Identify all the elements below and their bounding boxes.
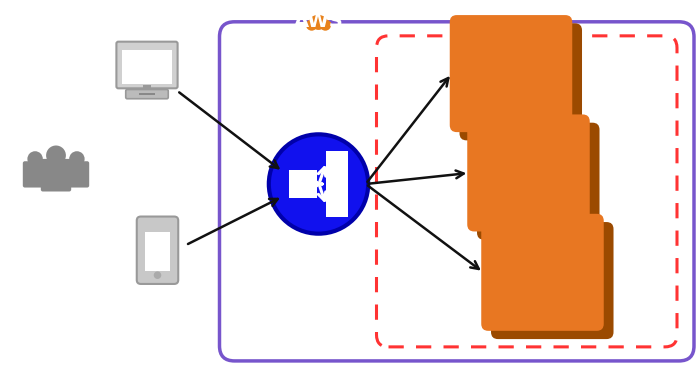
FancyBboxPatch shape	[41, 159, 71, 191]
Text: AWS: AWS	[293, 12, 344, 31]
FancyBboxPatch shape	[449, 15, 572, 132]
FancyBboxPatch shape	[220, 22, 694, 361]
Bar	[145, 233, 170, 271]
Circle shape	[310, 15, 321, 26]
FancyBboxPatch shape	[377, 36, 677, 347]
FancyBboxPatch shape	[459, 23, 582, 140]
FancyBboxPatch shape	[482, 214, 603, 331]
Bar	[144, 85, 150, 93]
FancyBboxPatch shape	[477, 123, 599, 240]
Bar	[326, 151, 349, 173]
Circle shape	[306, 19, 317, 31]
Circle shape	[269, 134, 368, 234]
FancyBboxPatch shape	[467, 114, 589, 231]
Bar	[139, 93, 155, 95]
FancyBboxPatch shape	[116, 42, 178, 88]
Circle shape	[46, 145, 66, 165]
Bar	[326, 173, 349, 195]
Circle shape	[154, 272, 161, 279]
Circle shape	[69, 151, 85, 167]
Circle shape	[317, 16, 327, 26]
Circle shape	[311, 15, 326, 30]
FancyBboxPatch shape	[136, 216, 178, 284]
FancyBboxPatch shape	[126, 89, 168, 99]
Circle shape	[27, 151, 43, 167]
Bar	[122, 50, 172, 84]
FancyBboxPatch shape	[491, 222, 613, 339]
Circle shape	[320, 19, 331, 31]
Bar	[306, 22, 331, 26]
FancyBboxPatch shape	[64, 161, 89, 188]
FancyBboxPatch shape	[23, 161, 48, 188]
Bar	[288, 170, 316, 198]
Bar	[326, 195, 349, 217]
